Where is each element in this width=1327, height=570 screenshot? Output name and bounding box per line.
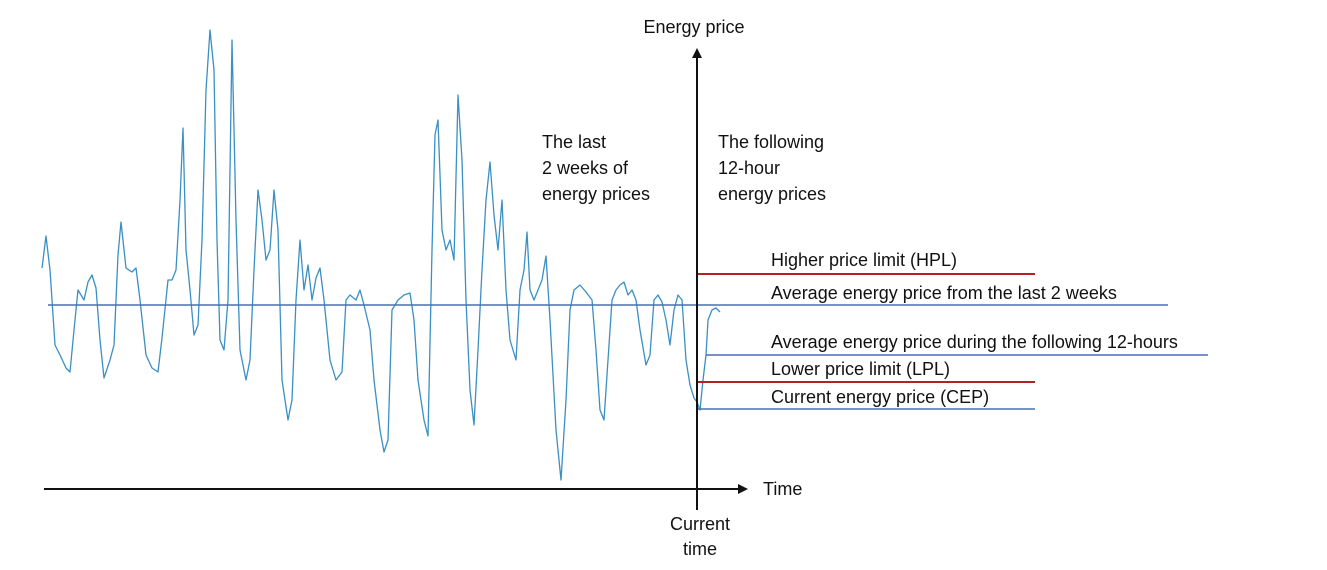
- past-region-label: The last: [542, 132, 606, 152]
- past-region-label: 2 weeks of: [542, 158, 629, 178]
- future-region-label: 12-hour: [718, 158, 780, 178]
- x-axis-label: Time: [763, 479, 802, 499]
- avg-2-weeks-label: Average energy price from the last 2 wee…: [771, 283, 1117, 303]
- hpl-label: Higher price limit (HPL): [771, 250, 957, 270]
- lpl-label: Lower price limit (LPL): [771, 359, 950, 379]
- future-region-label: energy prices: [718, 184, 826, 204]
- avg-12-hours-label: Average energy price during the followin…: [771, 332, 1178, 352]
- price-trace-line: [41, 29, 721, 481]
- future-region-label: The following: [718, 132, 824, 152]
- current-time-label: time: [683, 539, 717, 559]
- current-time-label: Current: [670, 514, 730, 534]
- y-axis-label: Energy price: [643, 17, 744, 37]
- past-region-label: energy prices: [542, 184, 650, 204]
- cep-label: Current energy price (CEP): [771, 387, 989, 407]
